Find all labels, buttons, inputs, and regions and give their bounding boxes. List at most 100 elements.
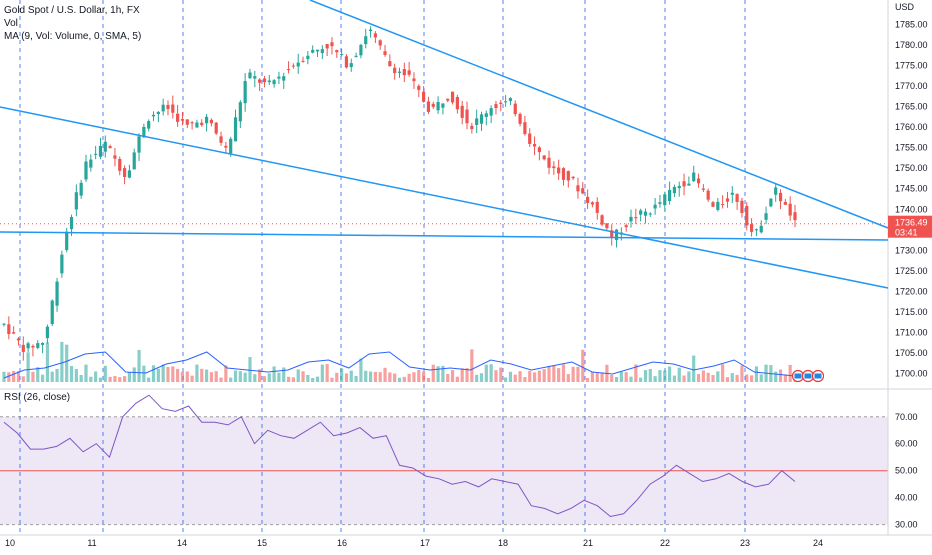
volume-bar xyxy=(127,372,132,382)
price-tick-label: 1745.00 xyxy=(895,184,928,194)
price-axis-unit: USD xyxy=(895,2,915,12)
candle-body xyxy=(571,176,575,179)
volume-bar xyxy=(373,371,377,382)
volume-bar xyxy=(267,373,271,382)
volume-bar xyxy=(277,372,281,382)
candle-body xyxy=(306,55,310,60)
volume-bar xyxy=(643,370,648,382)
candle-body xyxy=(774,187,778,195)
price-tick-label: 1765.00 xyxy=(895,102,928,112)
rsi-tick-label: 50.00 xyxy=(895,466,918,476)
time-tick-label: 16 xyxy=(337,538,347,548)
volume-bar xyxy=(137,349,141,382)
volume-bar xyxy=(69,365,74,382)
volume-bar xyxy=(532,372,537,382)
candle-body xyxy=(315,49,320,52)
rsi-legend: RSI (26, close) xyxy=(4,392,71,403)
candle-body xyxy=(769,198,773,207)
candle-body xyxy=(504,101,508,103)
rsi-tick-label: 30.00 xyxy=(895,520,918,530)
candle-body xyxy=(528,133,532,144)
volume-bar xyxy=(677,367,681,382)
candle-body xyxy=(137,136,141,153)
volume-bar xyxy=(552,365,556,382)
time-tick-label: 18 xyxy=(498,538,508,548)
volume-bar xyxy=(282,367,286,382)
candle-body xyxy=(267,80,271,83)
candle-body xyxy=(725,198,730,202)
candle-body xyxy=(513,103,517,115)
volume-bar xyxy=(209,372,213,382)
volume-bar xyxy=(557,368,561,382)
volume-bar xyxy=(479,373,484,382)
volume-bar xyxy=(142,365,146,382)
price-tick-label: 1760.00 xyxy=(895,122,928,132)
volume-bar xyxy=(513,374,517,382)
candle-body xyxy=(494,104,498,109)
candle-body xyxy=(465,109,469,124)
volume-bar xyxy=(682,375,686,382)
volume-bar xyxy=(542,369,546,382)
volume-bar xyxy=(788,364,792,382)
volume-bar xyxy=(258,369,262,382)
volume-bar xyxy=(74,369,78,382)
time-tick-label: 11 xyxy=(87,538,96,548)
volume-bar xyxy=(745,374,749,382)
volume-bar xyxy=(98,377,103,382)
volume-bar xyxy=(214,371,218,382)
volume-bar xyxy=(176,368,180,382)
volume-bar xyxy=(407,373,411,382)
volume-bar xyxy=(94,371,98,382)
candle-body xyxy=(749,224,754,232)
volume-bar xyxy=(590,371,595,382)
candle-body xyxy=(711,202,715,207)
candle-body xyxy=(98,145,103,157)
candle-body xyxy=(431,103,435,107)
volume-bar xyxy=(108,376,112,382)
volume-bar xyxy=(547,365,551,382)
price-tick-label: 1750.00 xyxy=(895,163,928,173)
candle-body xyxy=(706,190,710,200)
volume-bar xyxy=(161,364,165,382)
volume-bar xyxy=(436,366,440,382)
candle-body xyxy=(36,343,40,348)
candle-body xyxy=(687,183,691,186)
volume-bar xyxy=(730,373,734,382)
candle-body xyxy=(552,166,556,169)
candle-body xyxy=(209,119,213,124)
candle-body xyxy=(759,225,763,233)
volume-bar xyxy=(40,374,45,382)
candle-body xyxy=(595,201,599,213)
price-tick-label: 1715.00 xyxy=(895,307,928,317)
candle-body xyxy=(672,186,677,194)
volume-bar xyxy=(499,367,503,382)
volume-bar xyxy=(595,373,599,382)
volume-bar xyxy=(301,371,305,382)
candle-body xyxy=(547,157,551,168)
volume-bar xyxy=(340,368,344,382)
volume-bar xyxy=(648,369,652,382)
volume-bar xyxy=(663,370,667,382)
volume-bar xyxy=(460,368,464,382)
candle-body xyxy=(378,40,382,46)
volume-bar xyxy=(171,366,175,382)
candle-body xyxy=(180,119,185,121)
time-tick-label: 21 xyxy=(583,538,593,548)
volume-bar xyxy=(566,374,570,382)
candle-body xyxy=(407,70,411,75)
event-flag xyxy=(794,373,802,379)
candle-body xyxy=(692,172,696,182)
volume-bar xyxy=(16,371,21,382)
candle-body xyxy=(291,65,295,67)
candle-body xyxy=(368,29,373,31)
candle-body xyxy=(113,155,117,159)
candle-body xyxy=(624,225,628,228)
candle-body xyxy=(383,51,387,56)
price-tick-label: 1700.00 xyxy=(895,369,928,379)
price-tick-label: 1710.00 xyxy=(895,328,928,338)
volume-bar xyxy=(79,374,83,382)
volume-bar xyxy=(653,376,657,382)
candle-body xyxy=(499,102,503,104)
